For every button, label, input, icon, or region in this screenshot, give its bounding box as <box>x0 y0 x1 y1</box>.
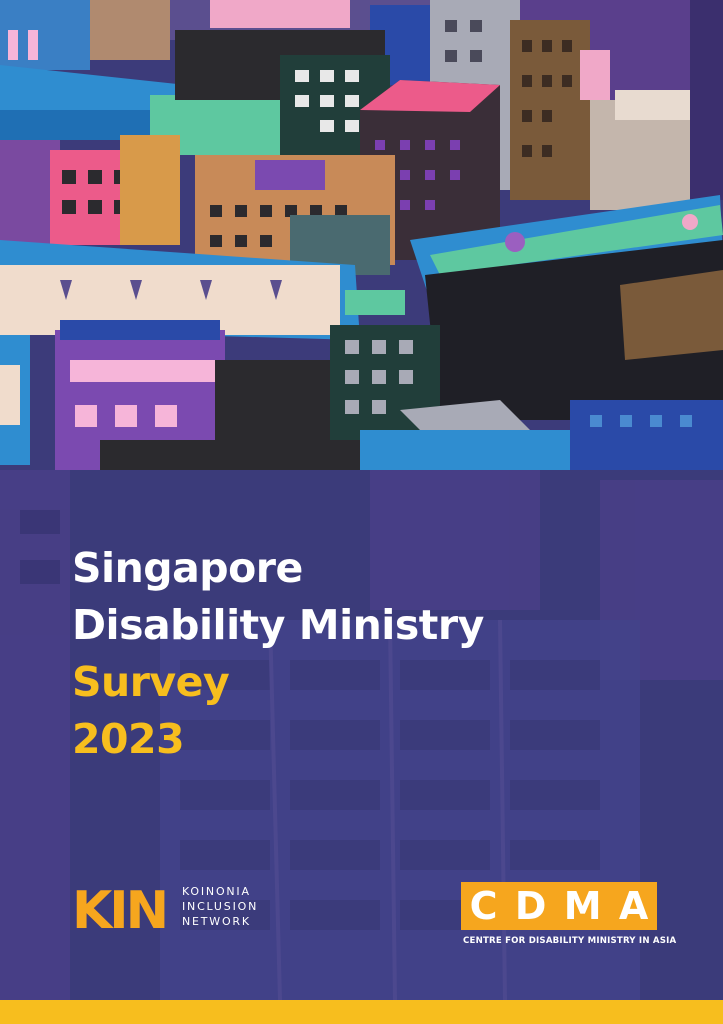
title-line-disability-ministry: Disability Ministry <box>72 601 484 649</box>
bottom-accent-bar <box>0 1000 723 1024</box>
cdma-logo-letters: C D M A <box>461 882 657 930</box>
cdma-logo-box <box>461 882 657 930</box>
cdma-letter-c: C <box>469 884 498 928</box>
title-line-singapore: Singapore <box>72 544 303 592</box>
cdma-letter-m: M <box>563 884 602 928</box>
kin-line-koinonia: KOINONIA <box>182 885 251 898</box>
kin-logo: KIN KOINONIA INCLUSION NETWORK <box>72 880 292 940</box>
kin-logo-letters: KIN <box>72 884 166 936</box>
report-title: Singapore Disability Ministry Survey 202… <box>72 540 692 768</box>
cdma-logo: C D M A CENTRE FOR DISABILITY MINISTRY I… <box>461 882 677 954</box>
kin-line-inclusion: INCLUSION <box>182 900 259 913</box>
cdma-logo-subtitle: CENTRE FOR DISABILITY MINISTRY IN ASIA <box>463 936 677 946</box>
kin-logo-mark: KIN <box>72 884 168 936</box>
kin-line-network: NETWORK <box>182 915 251 928</box>
kin-logo-wordmark: KOINONIA INCLUSION NETWORK <box>182 884 258 929</box>
background-buildings-overlay <box>0 470 723 1000</box>
cdma-letter-a: A <box>618 884 649 928</box>
title-line-survey: Survey <box>72 658 230 706</box>
cdma-letter-d: D <box>514 884 547 928</box>
title-line-year: 2023 <box>72 715 185 763</box>
cityscape-painting <box>0 0 723 470</box>
